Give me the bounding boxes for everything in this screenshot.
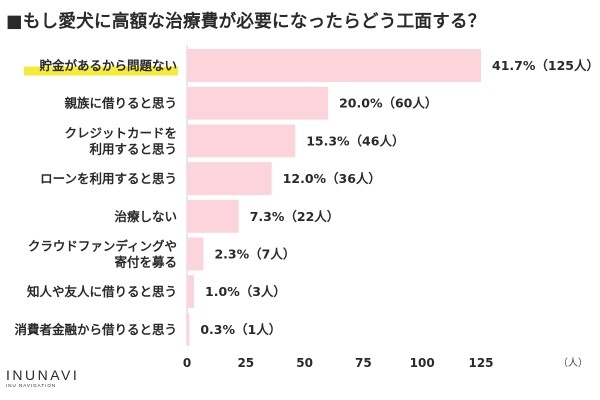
data-label: 1.0%（3人） (205, 284, 286, 299)
data-label: 7.3%（22人） (250, 209, 340, 224)
category-label: クラウドファンディングや寄付を募る (28, 239, 177, 270)
logo-sub-text: INU NAVIGATION (6, 383, 57, 388)
category-label: 知人や友人に借りると思う (26, 284, 177, 299)
category-label: クレジットカードを利用すると思う (64, 125, 177, 156)
chart-title: ■もし愛犬に高額な治療費が必要になったらどう工面する？ (6, 12, 486, 32)
data-label: 15.3%（46人） (306, 133, 404, 148)
brand-logo: INUNAVI INU NAVIGATION (6, 368, 79, 389)
bar (187, 199, 239, 233)
data-label: 41.7%（125人） (492, 58, 599, 73)
x-tick-label: 75 (355, 356, 372, 370)
category-label: 治療しない (114, 209, 177, 224)
data-label: 12.0%（36人） (283, 171, 381, 186)
category-label: 親族に借りると思う (64, 96, 177, 111)
data-label: 2.3%（7人） (214, 247, 295, 262)
bar (187, 49, 481, 82)
bar (187, 124, 296, 158)
x-tick-label: 25 (237, 356, 254, 370)
bar (187, 312, 190, 346)
logo-main-text: INUNAVI (6, 367, 80, 383)
category-label: 消費者金融から借りると思う (14, 322, 177, 337)
category-highlight (24, 66, 178, 76)
x-tick-label: 50 (296, 356, 313, 370)
bar (187, 237, 204, 271)
category-label: 貯金があるから問題ない (39, 58, 177, 73)
x-tick-label: 100 (410, 356, 435, 370)
data-label: 20.0%（60人） (339, 96, 437, 111)
x-unit-label: （人） (558, 357, 588, 369)
x-tick-label: 0 (183, 356, 191, 370)
data-label: 0.3%（1人） (200, 322, 281, 337)
bar (187, 275, 195, 309)
bar (187, 86, 329, 120)
category-label: ローンを利用すると思う (40, 171, 177, 186)
bar (187, 162, 272, 196)
x-tick-label: 125 (468, 356, 493, 370)
